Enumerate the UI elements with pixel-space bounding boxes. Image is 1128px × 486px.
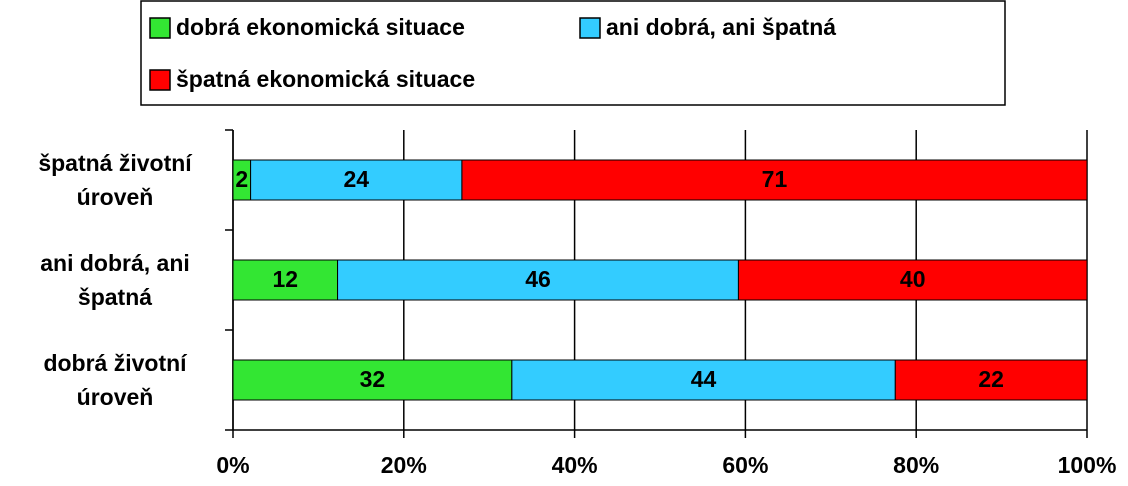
- x-tick-label: 100%: [1058, 452, 1117, 478]
- bar: [511, 359, 896, 401]
- bar: [461, 159, 1088, 201]
- legend-label: ani dobrá, ani špatná: [606, 14, 836, 40]
- bar: [894, 359, 1088, 401]
- value-label: 46: [525, 266, 551, 292]
- legend-swatch: [579, 17, 601, 39]
- value-label: 32: [360, 366, 386, 392]
- legend-label: špatná ekonomická situace: [176, 66, 475, 92]
- y-tick-label: ani dobrá, ani špatná: [40, 250, 190, 310]
- value-label: 22: [978, 366, 1004, 392]
- y-tick-label: dobrá životní úroveň: [43, 350, 187, 410]
- value-label: 24: [343, 166, 369, 192]
- value-label: 71: [762, 166, 788, 192]
- x-tick-label: 40%: [552, 452, 598, 478]
- value-label: 44: [691, 366, 717, 392]
- bar: [232, 259, 339, 301]
- legend-swatch: [149, 69, 171, 91]
- bar: [250, 159, 463, 201]
- value-label: 40: [900, 266, 926, 292]
- x-tick-label: 80%: [893, 452, 939, 478]
- legend: [140, 0, 1006, 106]
- x-tick-label: 0%: [216, 452, 249, 478]
- y-tick-label: špatná životní úroveň: [38, 150, 192, 210]
- x-tick-label: 20%: [381, 452, 427, 478]
- bar: [232, 359, 513, 401]
- bar: [737, 259, 1088, 301]
- value-label: 12: [272, 266, 298, 292]
- bar: [337, 259, 739, 301]
- legend-swatch: [149, 17, 171, 39]
- legend-label: dobrá ekonomická situace: [176, 14, 465, 40]
- value-label: 2: [235, 166, 248, 192]
- x-tick-label: 60%: [722, 452, 768, 478]
